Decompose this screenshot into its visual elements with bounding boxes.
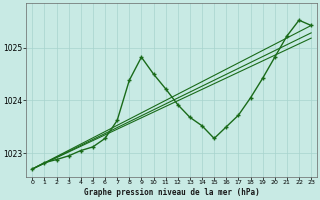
X-axis label: Graphe pression niveau de la mer (hPa): Graphe pression niveau de la mer (hPa) bbox=[84, 188, 260, 197]
